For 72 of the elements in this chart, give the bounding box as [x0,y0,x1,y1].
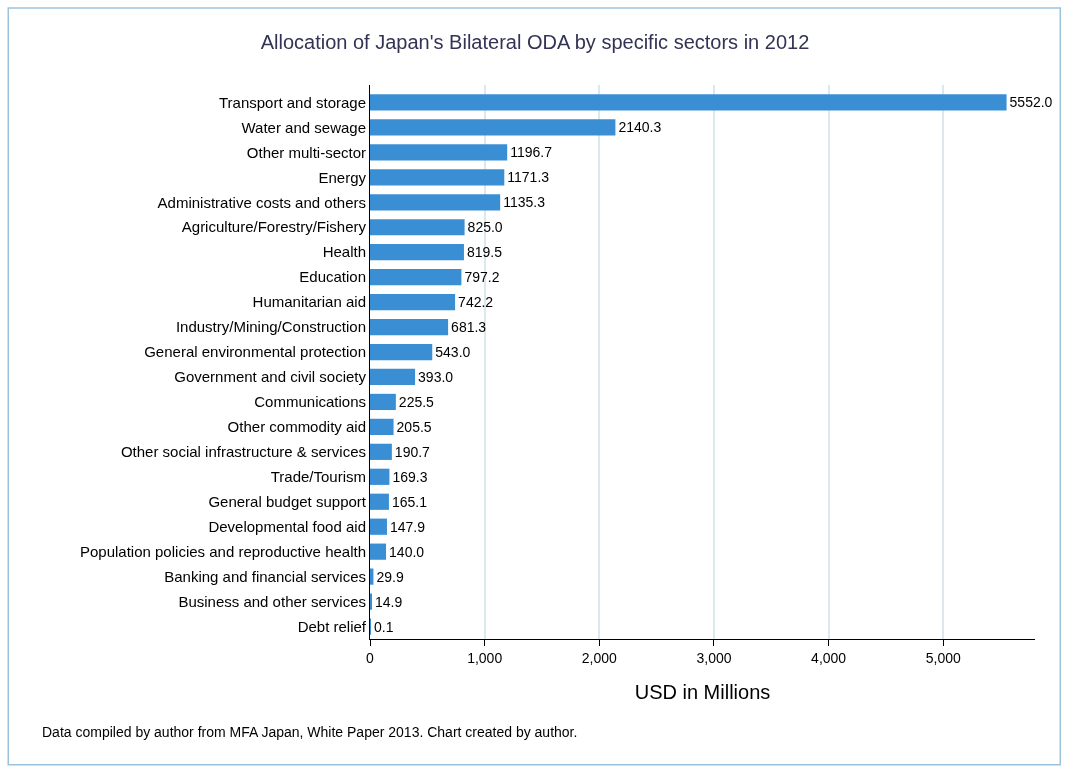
y-tick-label: Developmental food aid [208,517,366,535]
y-tick-label: Business and other services [178,592,366,610]
data-label: 190.7 [394,443,431,460]
data-label: 797.2 [464,269,500,286]
y-tick-label: Communications [254,393,366,411]
data-label: 742.2 [458,294,494,311]
bar [370,343,433,361]
data-label: 169.3 [392,468,428,485]
y-tick-label: Debt relief [297,617,367,635]
data-label: 681.3 [451,319,487,336]
data-label: 819.5 [466,244,503,261]
data-label: 205.5 [396,418,432,435]
y-tick-label: Other social infrastructure & services [120,443,366,461]
x-tick-label: 1,000 [467,649,503,666]
x-tick-label: 5,000 [925,649,961,666]
data-label: 225.5 [398,393,435,410]
data-label: 1135.3 [503,194,546,211]
bar [370,119,616,136]
y-tick-label: Agriculture/Forestry/Fishery [181,218,367,236]
bar [370,443,392,460]
x-axis-title: USD in Millions [634,681,771,704]
data-label: 1171.3 [507,169,550,186]
y-tick-label: Banking and financial services [164,567,366,585]
bar [370,169,505,186]
y-tick-label: General environmental protection [144,343,366,361]
data-label: 825.0 [467,219,503,236]
y-tick-label: Administrative costs and others [157,193,366,211]
bar [370,493,389,510]
data-label: 543.0 [435,344,471,361]
bar [370,418,394,435]
data-label: 140.0 [389,543,425,560]
bar [370,94,1007,111]
data-label: 0.1 [374,618,394,635]
bar [370,269,462,286]
x-tick-label: 2,000 [581,649,618,666]
text: Data compiled by author from MFA Japan, White Paper 2013. Chart created by author. [42,724,578,740]
bar [370,219,465,236]
bar [370,318,449,336]
data-label: 393.0 [418,368,454,385]
bar [370,468,390,485]
bar [370,244,464,261]
bar [370,294,456,311]
bar [370,368,416,386]
y-tick-label: Humanitarian aid [252,293,366,311]
y-tick-label: Government and civil society [174,368,367,386]
y-tick-label: Energy [318,168,367,186]
y-tick-label: General budget support [208,493,367,510]
data-label: 165.1 [391,493,428,510]
bar [370,518,387,535]
bar [370,543,387,560]
data-label: 2140.3 [618,119,662,136]
y-tick-label: Water and sewage [241,118,366,136]
y-tick-label: Trade/Tourism [270,468,366,486]
x-tick-label: 3,000 [696,649,732,666]
x-tick-label: 4,000 [811,649,847,666]
bar [370,194,501,211]
data-label: 29.9 [376,568,404,585]
y-tick-label: Health [322,243,366,261]
data-label: 147.9 [389,518,426,535]
data-label: 5552.0 [1009,94,1053,111]
y-tick-label: Transport and storage [218,93,366,111]
bar [370,393,396,411]
data-label: 14.9 [375,593,403,610]
y-tick-label: Other multi-sector [246,143,366,161]
y-tick-label: Other commodity aid [227,418,366,436]
x-tick-label: 0 [366,649,375,666]
bar [370,144,508,161]
y-tick-label: Population policies and reproductive health [79,542,366,560]
y-tick-label: Education [299,268,366,286]
data-label: 1196.7 [510,144,553,161]
y-tick-label: Industry/Mining/Construction [175,318,366,336]
chart-title: Allocation of Japan's Bilateral ODA by specific sectors in 2012 [260,30,810,53]
